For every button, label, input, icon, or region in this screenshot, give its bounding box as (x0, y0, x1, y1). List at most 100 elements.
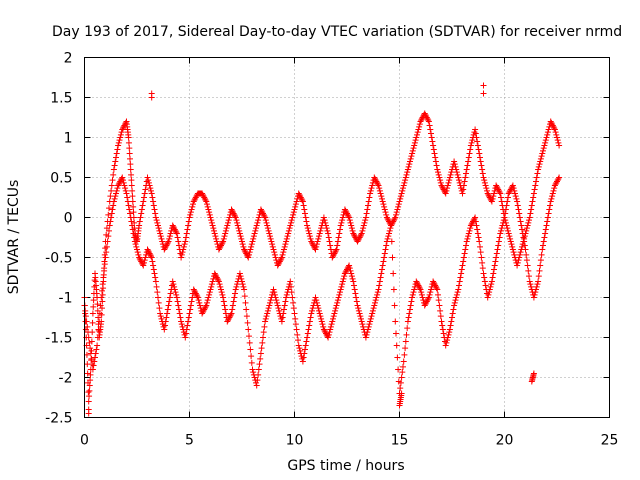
data-point (316, 233, 322, 240)
data-point (553, 179, 560, 186)
data-point (343, 209, 350, 216)
data-point (237, 233, 244, 240)
data-point (446, 326, 453, 333)
data-point (142, 186, 149, 193)
data-point (217, 283, 224, 290)
data-point (302, 346, 308, 353)
data-point (248, 359, 255, 366)
data-point (334, 299, 341, 306)
data-point (391, 302, 398, 309)
data-point (401, 351, 408, 358)
data-point (229, 207, 236, 214)
data-point (453, 166, 460, 173)
data-point (544, 129, 551, 136)
data-point (218, 286, 224, 293)
data-point (191, 287, 198, 294)
data-point (465, 158, 472, 165)
data-point (422, 301, 429, 308)
data-point (332, 249, 339, 256)
data-point (339, 281, 346, 288)
data-point (477, 158, 484, 165)
data-point (89, 319, 96, 326)
data-point (131, 238, 138, 245)
data-point (391, 215, 398, 222)
data-point (528, 283, 535, 290)
data-point (554, 137, 561, 144)
data-point (229, 306, 236, 313)
data-point (464, 235, 471, 242)
data-point (397, 195, 404, 202)
data-point (446, 329, 453, 336)
data-point (431, 281, 438, 288)
data-point (170, 281, 177, 288)
data-point (293, 198, 300, 205)
data-point (326, 329, 333, 336)
data-point (552, 129, 559, 136)
data-point (532, 182, 539, 189)
data-point (538, 251, 545, 258)
data-point (185, 222, 192, 229)
data-point (514, 198, 521, 205)
data-point (402, 174, 409, 181)
data-point (356, 310, 363, 317)
data-point (341, 206, 348, 213)
data-point (335, 294, 342, 301)
data-point (203, 302, 210, 309)
data-point (437, 307, 444, 314)
data-point (490, 270, 497, 277)
data-point (527, 210, 534, 217)
data-point (178, 254, 185, 261)
data-point (238, 235, 245, 242)
data-point (209, 222, 216, 229)
data-point (255, 371, 262, 378)
data-point (176, 242, 182, 249)
data-point (266, 302, 273, 309)
data-point (275, 261, 282, 268)
data-point (94, 342, 101, 349)
data-point (418, 291, 425, 298)
data-point (300, 202, 307, 209)
data-point (208, 219, 215, 226)
data-point (162, 318, 169, 325)
data-point (491, 190, 497, 197)
data-point (239, 241, 246, 248)
data-point (327, 246, 334, 253)
data-point (435, 291, 441, 298)
data-point (221, 233, 228, 240)
data-point (326, 238, 333, 245)
data-point (505, 227, 511, 234)
data-point (280, 249, 287, 256)
data-point (371, 174, 378, 181)
data-point (513, 195, 520, 202)
data-point (85, 389, 92, 396)
data-point (206, 209, 213, 216)
data-point (365, 202, 371, 209)
data-point (246, 251, 252, 258)
data-point (347, 267, 354, 274)
data-point (484, 294, 491, 301)
data-point (313, 243, 320, 250)
data-point (234, 222, 241, 229)
data-point (465, 233, 472, 240)
data-point (255, 217, 262, 224)
data-point (356, 234, 363, 241)
data-point (179, 323, 186, 330)
data-point (429, 138, 436, 145)
data-point (428, 286, 434, 293)
data-point (229, 209, 236, 216)
data-point (449, 314, 455, 321)
data-point (332, 307, 339, 314)
data-point (337, 289, 343, 296)
data-point (127, 161, 134, 168)
data-point (459, 262, 466, 269)
data-point (374, 179, 381, 186)
data-point (316, 310, 323, 317)
data-point (448, 169, 455, 176)
data-point (169, 278, 176, 285)
data-point (225, 217, 232, 224)
data-point (306, 322, 313, 329)
data-point (114, 146, 121, 153)
data-point (471, 129, 478, 136)
data-point (231, 294, 238, 301)
